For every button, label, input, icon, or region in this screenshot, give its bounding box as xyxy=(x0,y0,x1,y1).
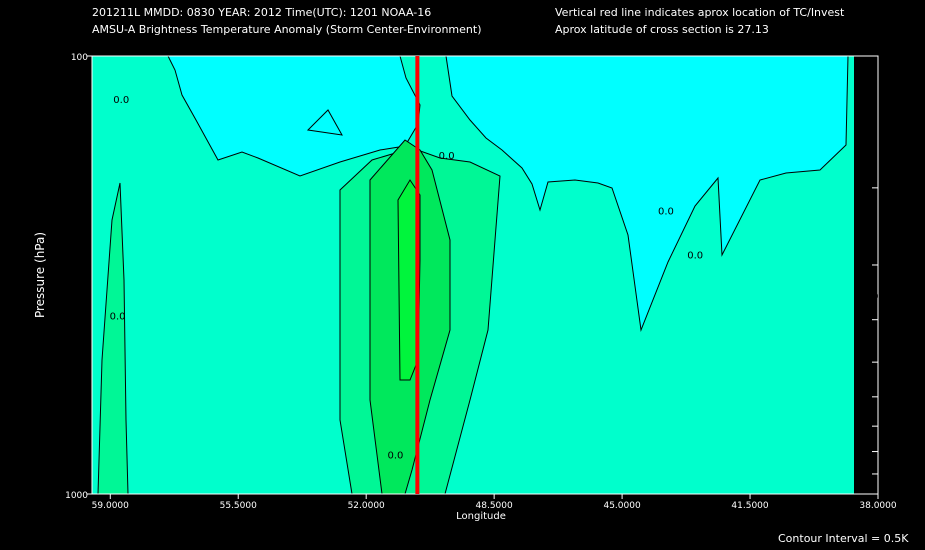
tick-marks xyxy=(87,55,879,499)
x-axis-label: Longitude xyxy=(456,511,506,522)
x-tick-label: 55.5000 xyxy=(220,501,257,511)
contour-interval-label: Contour Interval = 0.5K xyxy=(778,532,909,545)
plot-frame xyxy=(91,55,879,495)
contour-label: 0.0 xyxy=(439,151,455,162)
negative-anomaly-region-west xyxy=(167,55,421,177)
plot-area xyxy=(92,55,878,495)
small-cyan-patch xyxy=(306,109,343,136)
tick-labels: 59.0000 55.5000 52.0000 48.5000 45.0000 41.50… xyxy=(65,53,897,511)
y-tick-label: 100 xyxy=(71,53,88,63)
contour-label: 0.0 xyxy=(687,251,703,262)
no-data-strip xyxy=(854,56,878,494)
header-line2-left: AMSU-A Brightness Temperature Anomaly (S… xyxy=(92,23,482,36)
contour-labels: 0.0 0.0 0.0 0.0 0.0 0.0 0.0 xyxy=(110,95,879,462)
contour-label: 0.0 xyxy=(863,292,879,303)
contour-label: 0.0 xyxy=(658,206,674,217)
x-tick-label: 41.5000 xyxy=(731,501,768,511)
x-tick-label: 59.0000 xyxy=(92,501,129,511)
header-line1-left: 201211L MMDD: 0830 YEAR: 2012 Time(UTC):… xyxy=(92,6,432,19)
contour-label: 0.0 xyxy=(113,95,129,106)
warm-core-level-3 xyxy=(397,179,421,381)
negative-anomaly-region-east xyxy=(445,55,849,332)
header-line2-right: Aprox latitude of cross section is 27.13 xyxy=(555,23,769,36)
header-line1-right: Vertical red line indicates aprox locati… xyxy=(555,6,845,19)
x-tick-label: 45.0000 xyxy=(603,501,640,511)
y-axis-label: Pressure (hPa) xyxy=(33,232,47,318)
x-tick-label: 48.5000 xyxy=(476,501,513,511)
positive-plume-west xyxy=(97,182,129,495)
contour-label: 0.0 xyxy=(387,451,403,462)
x-tick-label: 52.0000 xyxy=(348,501,385,511)
axes xyxy=(91,55,879,495)
x-tick-label: 38.0000 xyxy=(859,501,896,511)
y-tick-label: 1000 xyxy=(65,491,88,501)
contour-label: 0.0 xyxy=(110,312,126,323)
